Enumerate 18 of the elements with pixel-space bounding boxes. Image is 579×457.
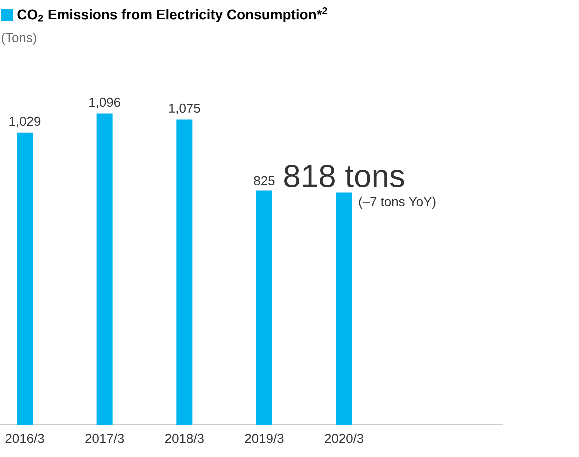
x-tick-label: 2017/3 (86, 434, 124, 444)
x-tick-label: 2018/3 (166, 434, 204, 444)
data-label: 1,029 (10, 116, 41, 128)
x-tick-label: 2020/3 (325, 434, 364, 444)
bar (176, 120, 193, 425)
data-label: 1,096 (90, 98, 120, 109)
data-label: 1,075 (169, 104, 200, 115)
x-tick-label: 2016/3 (6, 434, 44, 444)
bar (17, 132, 33, 425)
text: (Tons) (2, 32, 36, 46)
annotation: (–7 tons YoY) (359, 196, 436, 210)
data-label: 818 tons (284, 164, 404, 188)
data-label: 825 (254, 176, 275, 186)
x-tick-label: 2019/3 (245, 434, 284, 444)
bar (96, 114, 113, 425)
bar (336, 192, 352, 425)
bar (256, 190, 272, 425)
chart-title: CO$_{2}$ Emissions from Electricity Consumption*$^{2}$ (18, 8, 328, 22)
